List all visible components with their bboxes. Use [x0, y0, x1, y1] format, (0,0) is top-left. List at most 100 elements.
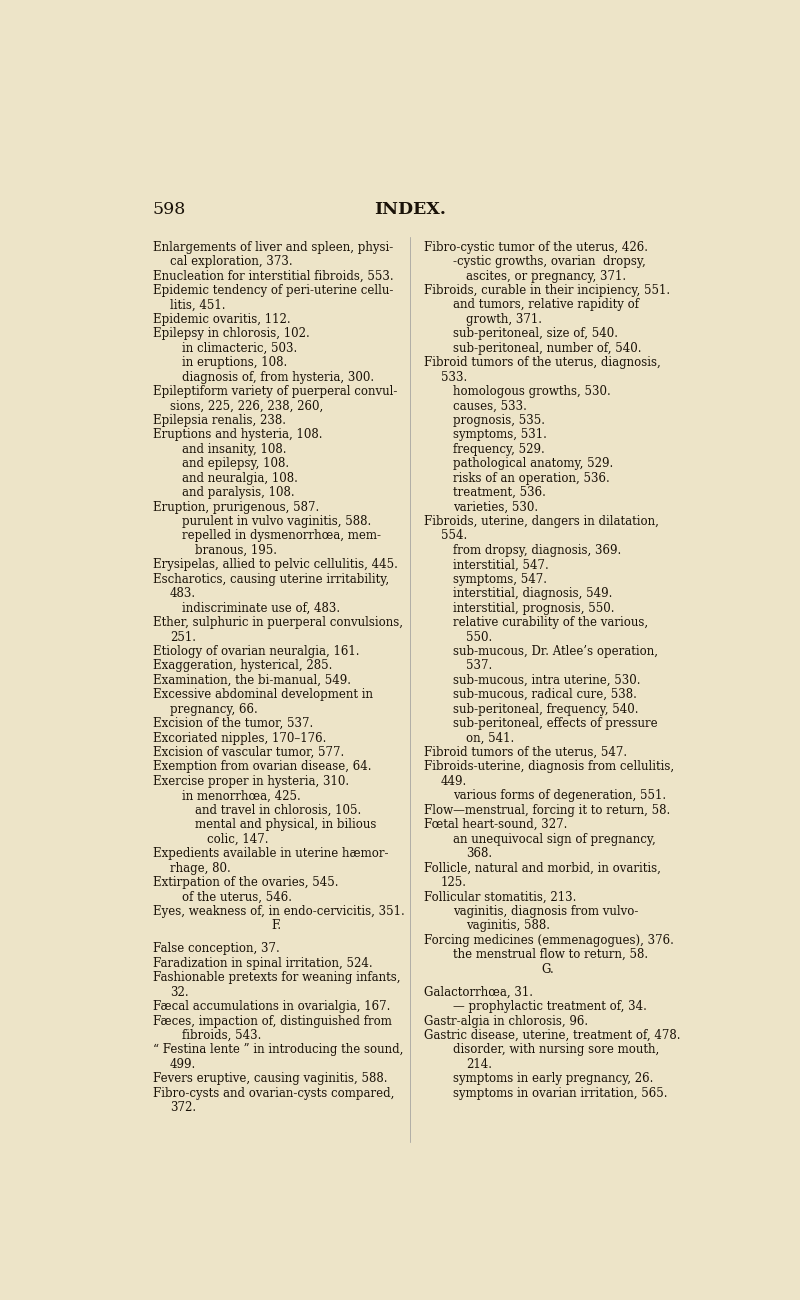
- Text: sub-peritoneal, number of, 540.: sub-peritoneal, number of, 540.: [454, 342, 642, 355]
- Text: litis, 451.: litis, 451.: [170, 299, 226, 312]
- Text: 251.: 251.: [170, 630, 196, 644]
- Text: Exaggeration, hysterical, 285.: Exaggeration, hysterical, 285.: [153, 659, 332, 672]
- Text: Exemption from ovarian disease, 64.: Exemption from ovarian disease, 64.: [153, 760, 371, 774]
- Text: symptoms, 531.: symptoms, 531.: [454, 429, 547, 442]
- Text: risks of an operation, 536.: risks of an operation, 536.: [454, 472, 610, 485]
- Text: sub-mucous, Dr. Atlee’s operation,: sub-mucous, Dr. Atlee’s operation,: [454, 645, 658, 658]
- Text: Extirpation of the ovaries, 545.: Extirpation of the ovaries, 545.: [153, 876, 338, 889]
- Text: interstitial, diagnosis, 549.: interstitial, diagnosis, 549.: [454, 588, 613, 601]
- Text: branous, 195.: branous, 195.: [194, 543, 277, 556]
- Text: Ether, sulphuric in puerperal convulsions,: Ether, sulphuric in puerperal convulsion…: [153, 616, 402, 629]
- Text: 368.: 368.: [466, 848, 492, 861]
- Text: 125.: 125.: [441, 876, 467, 889]
- Text: cal exploration, 373.: cal exploration, 373.: [170, 255, 292, 268]
- Text: sub-peritoneal, size of, 540.: sub-peritoneal, size of, 540.: [454, 328, 618, 341]
- Text: repelled in dysmenorrhœa, mem-: repelled in dysmenorrhœa, mem-: [182, 529, 381, 542]
- Text: 537.: 537.: [466, 659, 492, 672]
- Text: sions, 225, 226, 238, 260,: sions, 225, 226, 238, 260,: [170, 399, 323, 412]
- Text: 32.: 32.: [170, 985, 188, 998]
- Text: growth, 371.: growth, 371.: [466, 313, 542, 326]
- Text: indiscriminate use of, 483.: indiscriminate use of, 483.: [182, 602, 340, 615]
- Text: vaginitis, 588.: vaginitis, 588.: [466, 919, 550, 932]
- Text: 214.: 214.: [466, 1058, 492, 1071]
- Text: Epileptiform variety of puerperal convul-: Epileptiform variety of puerperal convul…: [153, 385, 397, 398]
- Text: various forms of degeneration, 551.: various forms of degeneration, 551.: [454, 789, 666, 802]
- Text: the menstrual flow to return, 58.: the menstrual flow to return, 58.: [454, 948, 649, 961]
- Text: interstitial, 547.: interstitial, 547.: [454, 558, 549, 571]
- Text: ascites, or pregnancy, 371.: ascites, or pregnancy, 371.: [466, 269, 626, 282]
- Text: -cystic growths, ovarian  dropsy,: -cystic growths, ovarian dropsy,: [454, 255, 646, 268]
- Text: varieties, 530.: varieties, 530.: [454, 500, 538, 514]
- Text: Expedients available in uterine hæmor-: Expedients available in uterine hæmor-: [153, 848, 388, 861]
- Text: Galactorrhœa, 31.: Galactorrhœa, 31.: [424, 985, 533, 998]
- Text: Erysipelas, allied to pelvic cellulitis, 445.: Erysipelas, allied to pelvic cellulitis,…: [153, 558, 398, 571]
- Text: mental and physical, in bilious: mental and physical, in bilious: [194, 818, 376, 831]
- Text: Follicular stomatitis, 213.: Follicular stomatitis, 213.: [424, 891, 576, 904]
- Text: frequency, 529.: frequency, 529.: [454, 443, 545, 456]
- Text: pregnancy, 66.: pregnancy, 66.: [170, 703, 258, 716]
- Text: sub-mucous, intra uterine, 530.: sub-mucous, intra uterine, 530.: [454, 673, 641, 686]
- Text: Eruption, prurigenous, 587.: Eruption, prurigenous, 587.: [153, 500, 319, 514]
- Text: Epilepsia renalis, 238.: Epilepsia renalis, 238.: [153, 413, 286, 426]
- Text: symptoms in early pregnancy, 26.: symptoms in early pregnancy, 26.: [454, 1072, 654, 1086]
- Text: — prophylactic treatment of, 34.: — prophylactic treatment of, 34.: [454, 1000, 647, 1013]
- Text: Excision of vascular tumor, 577.: Excision of vascular tumor, 577.: [153, 746, 344, 759]
- Text: disorder, with nursing sore mouth,: disorder, with nursing sore mouth,: [454, 1044, 660, 1057]
- Text: Epilepsy in chlorosis, 102.: Epilepsy in chlorosis, 102.: [153, 328, 310, 341]
- Text: in climacteric, 503.: in climacteric, 503.: [182, 342, 298, 355]
- Text: G.: G.: [542, 962, 554, 975]
- Text: from dropsy, diagnosis, 369.: from dropsy, diagnosis, 369.: [454, 543, 622, 556]
- Text: Exercise proper in hysteria, 310.: Exercise proper in hysteria, 310.: [153, 775, 349, 788]
- Text: Fibroids-uterine, diagnosis from cellulitis,: Fibroids-uterine, diagnosis from celluli…: [424, 760, 674, 774]
- Text: “ Festina lente ” in introducing the sound,: “ Festina lente ” in introducing the sou…: [153, 1044, 403, 1057]
- Text: Fashionable pretexts for weaning infants,: Fashionable pretexts for weaning infants…: [153, 971, 400, 984]
- Text: Excessive abdominal development in: Excessive abdominal development in: [153, 688, 373, 701]
- Text: 499.: 499.: [170, 1058, 196, 1071]
- Text: Forcing medicines (emmenagogues), 376.: Forcing medicines (emmenagogues), 376.: [424, 933, 674, 946]
- Text: fibroids, 543.: fibroids, 543.: [182, 1030, 262, 1043]
- Text: in eruptions, 108.: in eruptions, 108.: [182, 356, 287, 369]
- Text: Fæces, impaction of, distinguished from: Fæces, impaction of, distinguished from: [153, 1014, 391, 1027]
- Text: 554.: 554.: [441, 529, 467, 542]
- Text: 483.: 483.: [170, 588, 196, 601]
- Text: Fevers eruptive, causing vaginitis, 588.: Fevers eruptive, causing vaginitis, 588.: [153, 1072, 387, 1086]
- Text: Eyes, weakness of, in endo-cervicitis, 351.: Eyes, weakness of, in endo-cervicitis, 3…: [153, 905, 405, 918]
- Text: Fibroid tumors of the uterus, 547.: Fibroid tumors of the uterus, 547.: [424, 746, 627, 759]
- Text: Fibroids, curable in their incipiency, 551.: Fibroids, curable in their incipiency, 5…: [424, 283, 670, 296]
- Text: and neuralgia, 108.: and neuralgia, 108.: [182, 472, 298, 485]
- Text: sub-peritoneal, effects of pressure: sub-peritoneal, effects of pressure: [454, 718, 658, 731]
- Text: Flow—menstrual, forcing it to return, 58.: Flow—menstrual, forcing it to return, 58…: [424, 803, 670, 816]
- Text: and tumors, relative rapidity of: and tumors, relative rapidity of: [454, 299, 639, 312]
- Text: 449.: 449.: [441, 775, 467, 788]
- Text: of the uterus, 546.: of the uterus, 546.: [182, 891, 292, 904]
- Text: F.: F.: [272, 919, 282, 932]
- Text: purulent in vulvo vaginitis, 588.: purulent in vulvo vaginitis, 588.: [182, 515, 371, 528]
- Text: 533.: 533.: [441, 370, 467, 383]
- Text: colic, 147.: colic, 147.: [207, 832, 269, 845]
- Text: causes, 533.: causes, 533.: [454, 399, 527, 412]
- Text: Excision of the tumor, 537.: Excision of the tumor, 537.: [153, 718, 313, 731]
- Text: Faradization in spinal irritation, 524.: Faradization in spinal irritation, 524.: [153, 957, 372, 970]
- Text: Etiology of ovarian neuralgia, 161.: Etiology of ovarian neuralgia, 161.: [153, 645, 359, 658]
- Text: Gastric disease, uterine, treatment of, 478.: Gastric disease, uterine, treatment of, …: [424, 1030, 681, 1043]
- Text: relative curability of the various,: relative curability of the various,: [454, 616, 649, 629]
- Text: 372.: 372.: [170, 1101, 196, 1114]
- Text: pathological anatomy, 529.: pathological anatomy, 529.: [454, 458, 614, 471]
- Text: vaginitis, diagnosis from vulvo-: vaginitis, diagnosis from vulvo-: [454, 905, 638, 918]
- Text: interstitial, prognosis, 550.: interstitial, prognosis, 550.: [454, 602, 615, 615]
- Text: Gastr-algia in chlorosis, 96.: Gastr-algia in chlorosis, 96.: [424, 1014, 588, 1027]
- Text: INDEX.: INDEX.: [374, 200, 446, 217]
- Text: Examination, the bi-manual, 549.: Examination, the bi-manual, 549.: [153, 673, 350, 686]
- Text: Enlargements of liver and spleen, physi-: Enlargements of liver and spleen, physi-: [153, 240, 393, 254]
- Text: sub-mucous, radical cure, 538.: sub-mucous, radical cure, 538.: [454, 688, 638, 701]
- Text: Enucleation for interstitial fibroids, 553.: Enucleation for interstitial fibroids, 5…: [153, 269, 394, 282]
- Text: Follicle, natural and morbid, in ovaritis,: Follicle, natural and morbid, in ovariti…: [424, 862, 661, 875]
- Text: 598: 598: [153, 200, 186, 217]
- Text: an unequivocal sign of pregnancy,: an unequivocal sign of pregnancy,: [454, 832, 656, 845]
- Text: Fœtal heart-sound, 327.: Fœtal heart-sound, 327.: [424, 818, 567, 831]
- Text: rhage, 80.: rhage, 80.: [170, 862, 230, 875]
- Text: and epilepsy, 108.: and epilepsy, 108.: [182, 458, 290, 471]
- Text: Fæcal accumulations in ovarialgia, 167.: Fæcal accumulations in ovarialgia, 167.: [153, 1000, 390, 1013]
- Text: Eruptions and hysteria, 108.: Eruptions and hysteria, 108.: [153, 429, 322, 442]
- Text: Escharotics, causing uterine irritability,: Escharotics, causing uterine irritabilit…: [153, 573, 389, 586]
